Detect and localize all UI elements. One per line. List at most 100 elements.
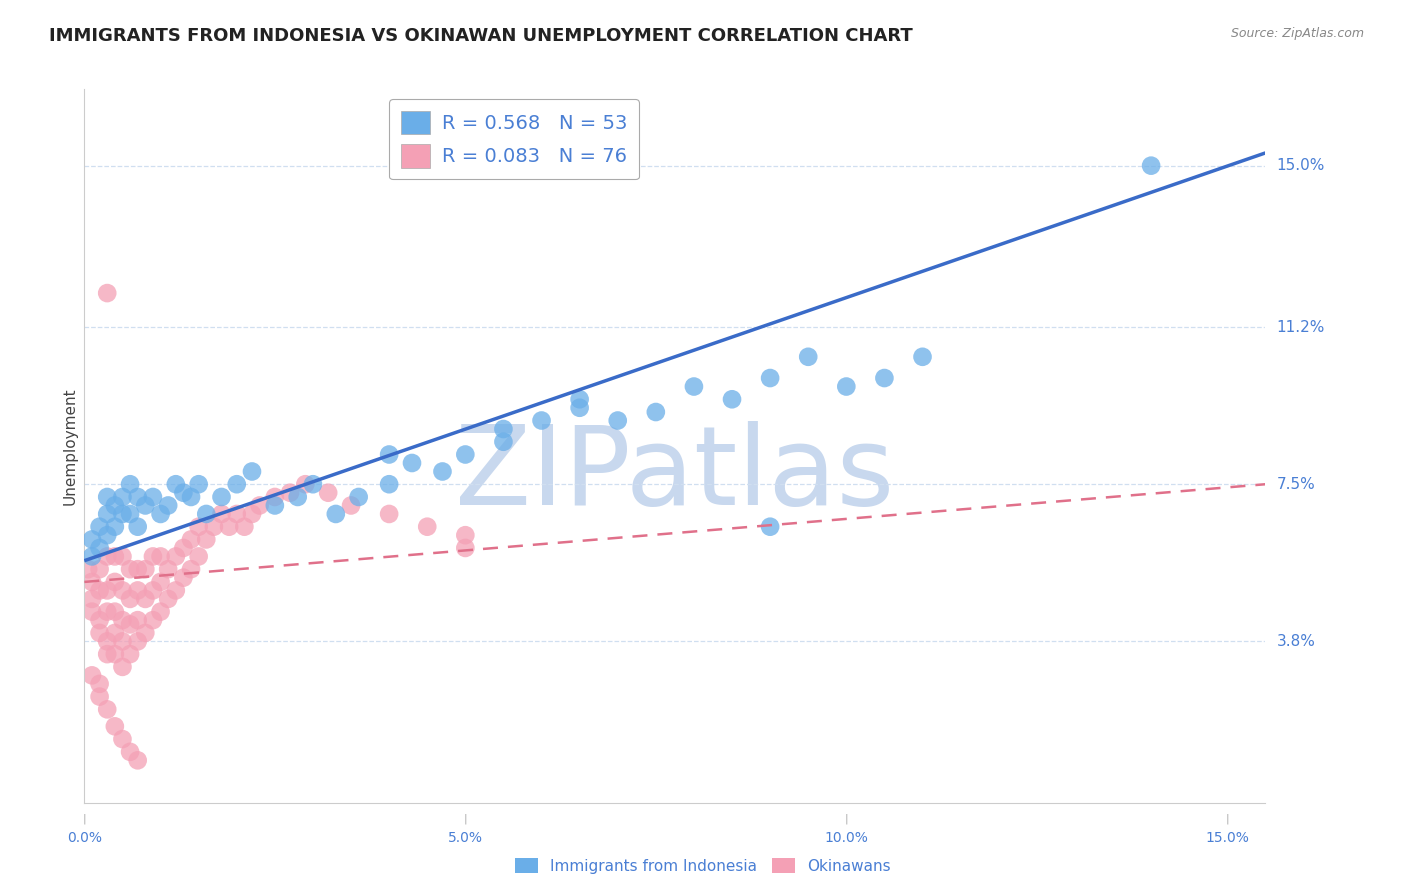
Point <box>80 549 103 564</box>
Point <box>111 634 134 648</box>
Point <box>211 507 233 521</box>
Point <box>127 613 149 627</box>
Point <box>294 477 316 491</box>
Point <box>96 490 118 504</box>
Point <box>127 634 149 648</box>
Text: 11.2%: 11.2% <box>1277 319 1324 334</box>
Point <box>111 613 134 627</box>
Point <box>432 465 454 479</box>
Point <box>492 422 515 436</box>
Point <box>683 379 706 393</box>
Point <box>202 519 225 533</box>
Text: ZIPatlas: ZIPatlas <box>456 421 894 528</box>
Legend: R = 0.568   N = 53, R = 0.083   N = 76: R = 0.568 N = 53, R = 0.083 N = 76 <box>389 99 638 179</box>
Point <box>225 507 247 521</box>
Point <box>249 499 271 513</box>
Point <box>127 583 149 598</box>
Point <box>104 549 127 564</box>
Legend: Immigrants from Indonesia, Okinawans: Immigrants from Indonesia, Okinawans <box>509 852 897 880</box>
Point <box>80 574 103 589</box>
Point <box>104 519 127 533</box>
Point <box>127 753 149 767</box>
Point <box>416 519 439 533</box>
Point <box>340 499 363 513</box>
Point <box>263 499 285 513</box>
Point <box>172 485 194 500</box>
Text: Source: ZipAtlas.com: Source: ZipAtlas.com <box>1230 27 1364 40</box>
Point <box>172 541 194 555</box>
Point <box>127 490 149 504</box>
Point <box>96 286 118 301</box>
Point <box>149 574 172 589</box>
Point <box>165 549 187 564</box>
Point <box>120 477 142 491</box>
Point <box>142 490 165 504</box>
Point <box>302 477 325 491</box>
Point <box>195 533 218 547</box>
Point <box>492 434 515 449</box>
Point <box>187 519 209 533</box>
Text: 10.0%: 10.0% <box>824 830 869 845</box>
Point <box>240 507 263 521</box>
Point <box>835 379 858 393</box>
Point <box>401 456 423 470</box>
Point <box>80 668 103 682</box>
Point <box>287 490 309 504</box>
Point <box>263 490 285 504</box>
Point <box>96 549 118 564</box>
Point <box>278 485 301 500</box>
Point <box>120 617 142 632</box>
Text: 15.0%: 15.0% <box>1277 158 1324 173</box>
Point <box>187 477 209 491</box>
Point <box>157 562 180 576</box>
Point <box>316 485 339 500</box>
Text: 0.0%: 0.0% <box>67 830 101 845</box>
Point <box>77 562 100 576</box>
Point <box>89 583 111 598</box>
Point <box>347 490 370 504</box>
Text: |: | <box>464 814 467 824</box>
Point <box>89 519 111 533</box>
Point <box>1140 159 1163 173</box>
Point <box>454 541 477 555</box>
Point <box>80 591 103 606</box>
Point <box>134 562 156 576</box>
Point <box>180 533 202 547</box>
Text: |: | <box>83 814 86 824</box>
Point <box>96 507 118 521</box>
Point <box>797 350 820 364</box>
Point <box>89 613 111 627</box>
Point <box>120 562 142 576</box>
Text: 5.0%: 5.0% <box>449 830 482 845</box>
Point <box>96 528 118 542</box>
Point <box>180 562 202 576</box>
Point <box>187 549 209 564</box>
Point <box>157 499 180 513</box>
Point <box>165 477 187 491</box>
Point <box>104 605 127 619</box>
Point <box>530 413 553 427</box>
Point <box>378 448 401 462</box>
Point <box>111 583 134 598</box>
Point <box>89 562 111 576</box>
Point <box>96 583 118 598</box>
Point <box>111 660 134 674</box>
Text: 7.5%: 7.5% <box>1277 476 1315 491</box>
Point <box>142 549 165 564</box>
Point <box>325 507 347 521</box>
Text: 3.8%: 3.8% <box>1277 634 1316 648</box>
Text: IMMIGRANTS FROM INDONESIA VS OKINAWAN UNEMPLOYMENT CORRELATION CHART: IMMIGRANTS FROM INDONESIA VS OKINAWAN UN… <box>49 27 912 45</box>
Point <box>149 549 172 564</box>
Point <box>96 634 118 648</box>
Text: |: | <box>845 814 848 824</box>
Point <box>142 613 165 627</box>
Point <box>96 647 118 661</box>
Point <box>111 507 134 521</box>
Point <box>211 490 233 504</box>
Point <box>104 499 127 513</box>
Point <box>142 583 165 598</box>
Point <box>89 626 111 640</box>
Point <box>111 490 134 504</box>
Point <box>111 549 134 564</box>
Point <box>134 626 156 640</box>
